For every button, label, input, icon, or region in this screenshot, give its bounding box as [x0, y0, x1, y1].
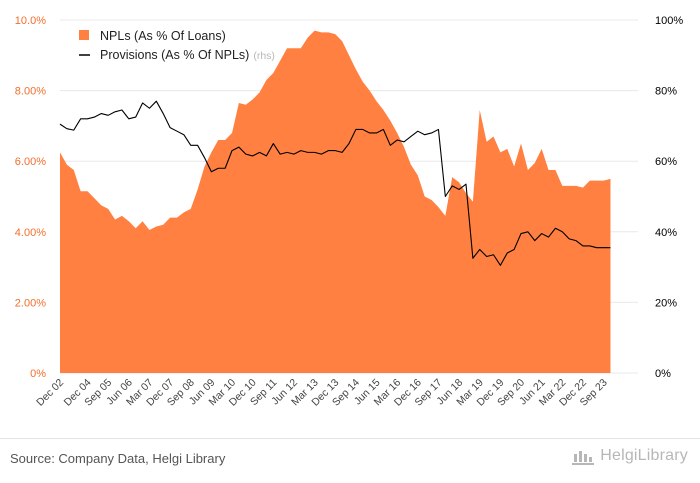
legend-provisions-text: Provisions (As % Of NPLs) — [100, 48, 249, 62]
provisions-line — [59, 100, 611, 266]
legend-rhs-suffix: (rhs) — [253, 50, 275, 62]
left-axis-tick-label: 6.00% — [15, 156, 46, 168]
footer-divider — [0, 438, 700, 439]
right-axis-tick-label: 20% — [655, 297, 677, 309]
legend-npl-label: NPLs (As % Of Loans) — [100, 29, 226, 43]
legend: NPLs (As % Of Loans) Provisions (As % Of… — [79, 29, 275, 62]
npl-provisions-chart: 0% 2.00% 4.00% 6.00% 8.00% 10.0% 0% 20% 40% 60% 8… — [15, 15, 684, 409]
x-axis-tick-label: Dec 02 — [34, 377, 66, 409]
npl-area-layer — [60, 30, 611, 374]
left-axis-tick-label: 4.00% — [15, 227, 46, 239]
left-axis-tick-label: 0% — [30, 368, 46, 380]
right-y-axis: 0% 20% 40% 60% 80% 100% — [655, 15, 683, 380]
provisions-line-layer — [59, 100, 611, 266]
npl-area — [60, 30, 611, 374]
left-axis-tick-label: 8.00% — [15, 86, 46, 98]
right-axis-tick-label: 100% — [655, 15, 683, 27]
right-axis-tick-label: 0% — [655, 368, 671, 380]
legend-provisions-label: Provisions (As % Of NPLs) (rhs) — [100, 48, 275, 62]
right-axis-tick-label: 60% — [655, 156, 677, 168]
right-axis-tick-label: 80% — [655, 86, 677, 98]
left-axis-tick-label: 10.0% — [15, 15, 46, 27]
left-y-axis: 0% 2.00% 4.00% 6.00% 8.00% 10.0% — [15, 15, 46, 380]
legend-npl-swatch — [79, 30, 89, 40]
source-note: Source: Company Data, Helgi Library — [10, 451, 226, 466]
right-axis-tick-label: 40% — [655, 227, 677, 239]
helgi-library-logo[interactable]: HelgiLibrary — [572, 447, 688, 465]
library-building-icon — [572, 451, 595, 465]
left-axis-tick-label: 2.00% — [15, 297, 46, 309]
logo-text: HelgiLibrary — [600, 447, 688, 464]
